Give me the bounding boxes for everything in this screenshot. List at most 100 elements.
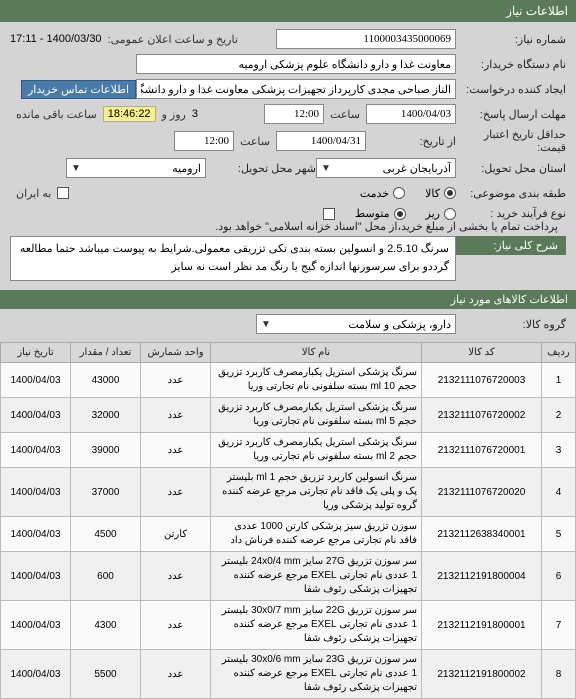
pay-note: پرداخت تمام یا بخشی از مبلغ خرید،از محل …: [215, 220, 558, 233]
cell-code: 2132112191800001: [422, 601, 542, 650]
province-label: استان محل تحویل:: [456, 162, 566, 175]
group-value: دارو، پزشکی و سلامت: [348, 318, 451, 331]
radio-goods-label: کالا: [425, 187, 440, 200]
cell-unit: عدد: [141, 433, 211, 468]
cell-date: 1400/04/03: [1, 650, 71, 699]
cell-date: 1400/04/03: [1, 517, 71, 552]
announce-label: تاریخ و ساعت اعلان عمومی:: [108, 33, 238, 46]
deadline-label: مهلت ارسال پاسخ:: [456, 108, 566, 121]
group-dropdown[interactable]: دارو، پزشکی و سلامت ▼: [256, 314, 456, 334]
province-dropdown[interactable]: آذربایجان غربی ▼: [316, 158, 456, 178]
cell-name: سر سوزن تزریق 22G سایز 30x0/7 mm بلیستر …: [211, 601, 422, 650]
creator-input[interactable]: [136, 79, 456, 99]
col-date: تاریخ نیاز: [1, 343, 71, 363]
radio-service[interactable]: خدمت: [360, 187, 405, 200]
cell-code: 2132112191800002: [422, 650, 542, 699]
announce-value: 1400/03/30 - 17:11: [10, 33, 102, 45]
cell-qty: 600: [71, 552, 141, 601]
iran-checkbox[interactable]: [57, 187, 69, 199]
table-row: 32132111076720001سرنگ پزشکی استریل یکبار…: [1, 433, 576, 468]
cell-qty: 43000: [71, 363, 141, 398]
cell-date: 1400/04/03: [1, 468, 71, 517]
col-row: ردیف: [542, 343, 576, 363]
radio-medium[interactable]: متوسط: [355, 207, 406, 220]
province-value: آذربایجان غربی: [383, 162, 451, 175]
cell-date: 1400/04/03: [1, 363, 71, 398]
buyer-org-input[interactable]: [136, 54, 456, 74]
chevron-down-icon: ▼: [321, 163, 331, 174]
city-dropdown[interactable]: ارومیه ▼: [66, 158, 206, 178]
pay-checkbox[interactable]: [323, 208, 335, 220]
chevron-down-icon: ▼: [71, 163, 81, 174]
table-row: 22132111076720002سرنگ پزشکی استریل یکبار…: [1, 398, 576, 433]
radio-icon: [394, 208, 406, 220]
process-label: نوع فرآیند خرید :: [456, 207, 566, 220]
table-row: 12132111076720003سرنگ پزشکی استریل یکبار…: [1, 363, 576, 398]
cell-code: 2132111076720001: [422, 433, 542, 468]
general-desc-box: سرنگ 2.5.10 و انسولین بسته بندی تکی تزری…: [10, 236, 456, 281]
table-row: 42132111076720020سرنگ انسولین کاربرد تزر…: [1, 468, 576, 517]
cell-date: 1400/04/03: [1, 552, 71, 601]
col-unit: واحد شمارش: [141, 343, 211, 363]
time-label-2: ساعت: [240, 135, 270, 148]
need-no-input[interactable]: [276, 29, 456, 49]
radio-detail-label: ریز: [426, 207, 440, 220]
items-header: اطلاعات کالاهای مورد نیاز: [0, 290, 576, 309]
cell-unit: عدد: [141, 398, 211, 433]
cell-name: سرنگ پزشکی استریل یکبارمصرف کاربرد تزریق…: [211, 433, 422, 468]
table-row: 62132112191800004سر سوزن تزریق 27G سایز …: [1, 552, 576, 601]
process-radio-group: ریز متوسط: [355, 207, 456, 220]
remaining-days: 3: [192, 108, 198, 120]
cell-unit: عدد: [141, 552, 211, 601]
cell-row: 2: [542, 398, 576, 433]
cell-date: 1400/04/03: [1, 433, 71, 468]
group-label: گروه کالا:: [456, 318, 566, 331]
basket-radio-group: کالا خدمت: [360, 187, 456, 200]
radio-icon: [393, 187, 405, 199]
table-row: 72132112191800001سر سوزن تزریق 22G سایز …: [1, 601, 576, 650]
general-desc-label: شرح کلی نیاز:: [456, 236, 566, 255]
cell-date: 1400/04/03: [1, 601, 71, 650]
info-header: اطلاعات نیاز: [0, 0, 576, 22]
cell-code: 2132112191800004: [422, 552, 542, 601]
deadline-date-input[interactable]: [366, 104, 456, 124]
city-value: ارومیه: [172, 162, 201, 175]
remaining-time: 18:46:22: [103, 106, 156, 122]
validity-date-input[interactable]: [276, 131, 366, 151]
radio-goods[interactable]: کالا: [425, 187, 456, 200]
contact-link[interactable]: اطلاعات تماس خریدار: [21, 80, 136, 99]
cell-unit: عدد: [141, 650, 211, 699]
cell-qty: 4300: [71, 601, 141, 650]
form-area: شماره نیاز: تاریخ و ساعت اعلان عمومی: 14…: [0, 22, 576, 290]
col-code: کد کالا: [422, 343, 542, 363]
remaining-suffix: ساعت باقی مانده: [16, 108, 97, 121]
cell-row: 7: [542, 601, 576, 650]
cell-unit: عدد: [141, 601, 211, 650]
cell-row: 3: [542, 433, 576, 468]
cell-name: سر سوزن تزریق 23G سایز 30x0/6 mm بلیستر …: [211, 650, 422, 699]
radio-icon: [444, 208, 456, 220]
cell-unit: عدد: [141, 363, 211, 398]
cell-code: 2132111076720002: [422, 398, 542, 433]
cell-unit: کارتن: [141, 517, 211, 552]
radio-detail[interactable]: ریز: [426, 207, 456, 220]
col-name: نام کالا: [211, 343, 422, 363]
cell-row: 4: [542, 468, 576, 517]
cell-date: 1400/04/03: [1, 398, 71, 433]
table-row: 52132112638340001سوزن تزریق سیز پزشکی کا…: [1, 517, 576, 552]
deadline-time-input[interactable]: [264, 104, 324, 124]
cell-qty: 5500: [71, 650, 141, 699]
radio-icon: [444, 187, 456, 199]
city-label: شهر محل تحویل:: [206, 162, 316, 175]
cell-name: سر سوزن تزریق 27G سایز 24x0/4 mm بلیستر …: [211, 552, 422, 601]
validity-label: حداقل تاریخ اعتبار قیمت:: [456, 128, 566, 154]
validity-time-input[interactable]: [174, 131, 234, 151]
cell-unit: عدد: [141, 468, 211, 517]
cell-name: سرنگ پزشکی استریل یکبارمصرف کاربرد تزریق…: [211, 398, 422, 433]
cell-row: 8: [542, 650, 576, 699]
table-row: 82132112191800002سر سوزن تزریق 23G سایز …: [1, 650, 576, 699]
cell-name: سرنگ انسولین کاربرد تزریق حجم 1 ml بلیست…: [211, 468, 422, 517]
cell-code: 2132111076720020: [422, 468, 542, 517]
iran-label: به ایران: [16, 187, 51, 200]
time-label-1: ساعت: [330, 108, 360, 121]
